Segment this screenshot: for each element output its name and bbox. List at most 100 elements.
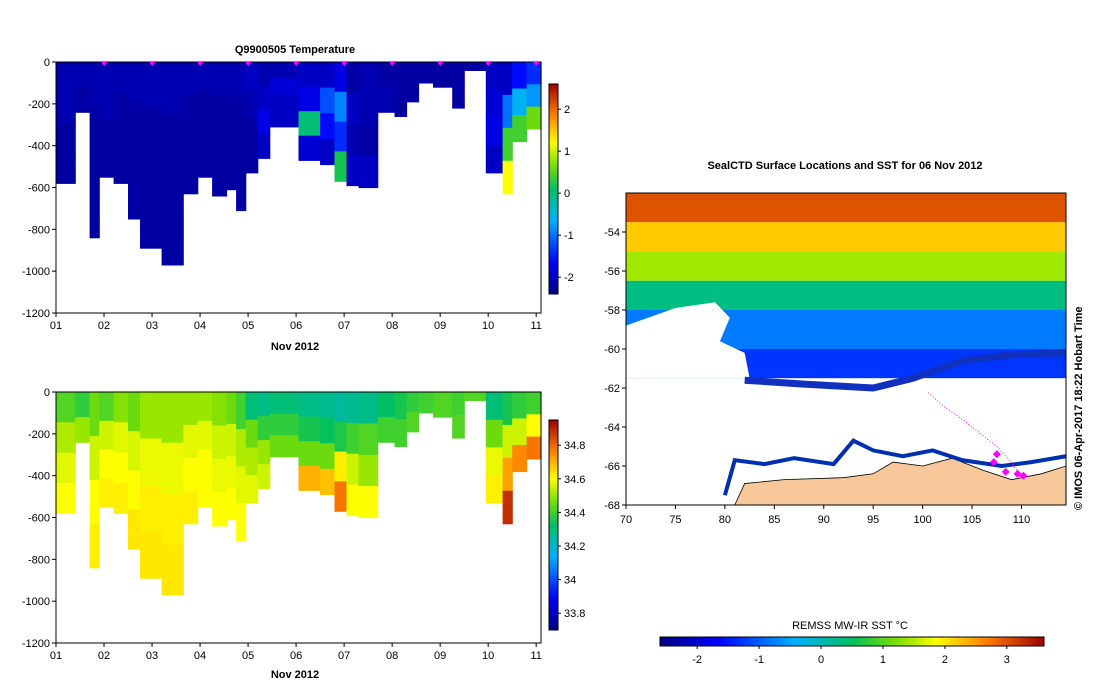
section-cell — [512, 62, 528, 90]
section-cell — [236, 466, 247, 504]
section-cell — [334, 392, 348, 423]
section-cell — [236, 392, 247, 430]
section-cell — [197, 148, 213, 178]
section-cell — [56, 62, 76, 93]
section-cell — [99, 148, 115, 178]
section-cell — [257, 62, 271, 87]
colorbar-tick-label: 0 — [564, 188, 570, 200]
x-tick-label: 01 — [50, 650, 62, 662]
section-cell — [183, 457, 199, 492]
section-cell — [464, 392, 487, 401]
x-tick-label: 04 — [194, 650, 206, 662]
section-cell — [298, 62, 321, 88]
y-tick-label: -400 — [28, 141, 50, 153]
lat-tick-label: -66 — [604, 461, 620, 473]
section-cell — [183, 94, 199, 129]
sst-colorbar-tick-label: 3 — [1004, 654, 1010, 666]
section-cell — [502, 127, 513, 162]
section-cell — [452, 85, 465, 109]
section-cell — [452, 415, 465, 439]
temperature-title: Q9900505 Temperature — [235, 44, 355, 56]
sst-colorbar-tick-label: 1 — [880, 654, 886, 666]
section-cell — [334, 421, 348, 453]
profile-marker — [293, 62, 300, 66]
section-cell — [140, 438, 163, 486]
section-cell — [183, 424, 199, 459]
section-cell — [334, 451, 348, 482]
section-cell — [269, 78, 300, 95]
section-cell — [377, 87, 396, 113]
y-tick-label: -1000 — [22, 596, 50, 608]
y-tick-label: -400 — [28, 471, 50, 483]
section-cell — [236, 99, 247, 137]
y-tick-label: 0 — [44, 57, 50, 69]
x-tick-label: 04 — [194, 320, 206, 332]
profile-marker — [533, 62, 540, 66]
section-cell — [212, 62, 228, 97]
colorbar-tick-label: -2 — [564, 272, 574, 284]
sea-ice-area — [626, 302, 750, 379]
section-cell — [226, 157, 237, 191]
section-cell — [128, 140, 141, 181]
section-cell — [298, 416, 321, 442]
section-cell — [75, 62, 91, 88]
section-cell — [406, 62, 420, 83]
lat-tick-label: -54 — [604, 227, 620, 239]
x-tick-label: 09 — [434, 320, 446, 332]
section-cell — [320, 113, 336, 140]
section-cell — [99, 62, 115, 92]
colorbar-tick-label: 34.8 — [564, 440, 585, 452]
y-tick-label: -800 — [28, 224, 50, 236]
section-cell — [433, 62, 453, 88]
x-tick-label: 02 — [98, 320, 110, 332]
section-cell — [346, 62, 360, 94]
section-cell — [89, 392, 100, 437]
sst-colorbar-tick-label: 2 — [942, 654, 948, 666]
section-cell — [257, 134, 271, 159]
section-cell — [89, 435, 100, 481]
sst-colorbar-tick-label: -1 — [754, 654, 764, 666]
y-tick-label: -200 — [28, 99, 50, 111]
section-cell — [346, 453, 360, 486]
section-cell — [56, 483, 76, 514]
section-cell — [197, 478, 213, 508]
lat-tick-label: -62 — [604, 383, 620, 395]
section-cell — [320, 417, 336, 444]
y-tick-label: -800 — [28, 554, 50, 566]
section-cell — [113, 422, 129, 454]
section-cell — [89, 479, 100, 525]
section-cell — [56, 153, 76, 184]
section-cell — [197, 449, 213, 479]
section-cell — [257, 110, 271, 135]
colorbar-tick-label: 33.8 — [564, 608, 585, 620]
section-cell — [197, 62, 213, 92]
lon-tick-label: 95 — [867, 514, 879, 526]
y-tick-label: 0 — [44, 387, 50, 399]
section-cell — [89, 193, 100, 239]
section-cell — [161, 214, 184, 266]
section-cell — [334, 91, 348, 123]
section-cell — [183, 62, 199, 96]
x-tick-label: 09 — [434, 650, 446, 662]
section-cell — [128, 179, 141, 220]
colorbar-tick-label: 1 — [564, 146, 570, 158]
x-tick-label: 02 — [98, 650, 110, 662]
section-cell — [358, 454, 379, 487]
section-cell — [358, 124, 379, 157]
sst-colorbar-title: REMSS MW-IR SST °C — [792, 620, 908, 632]
section-cell — [75, 87, 91, 113]
section-cell — [236, 136, 247, 174]
section-cell — [334, 151, 348, 182]
sst-band — [626, 193, 1066, 223]
section-cell — [226, 423, 237, 457]
section-cell — [485, 62, 504, 91]
section-cell — [75, 392, 91, 418]
lon-tick-label: 110 — [1013, 514, 1031, 526]
section-cell — [320, 138, 336, 166]
section-cell — [113, 92, 129, 124]
profile-marker — [245, 62, 252, 66]
x-tick-label: 07 — [338, 320, 350, 332]
section-cell — [502, 62, 513, 96]
x-tick-label: 01 — [50, 320, 62, 332]
